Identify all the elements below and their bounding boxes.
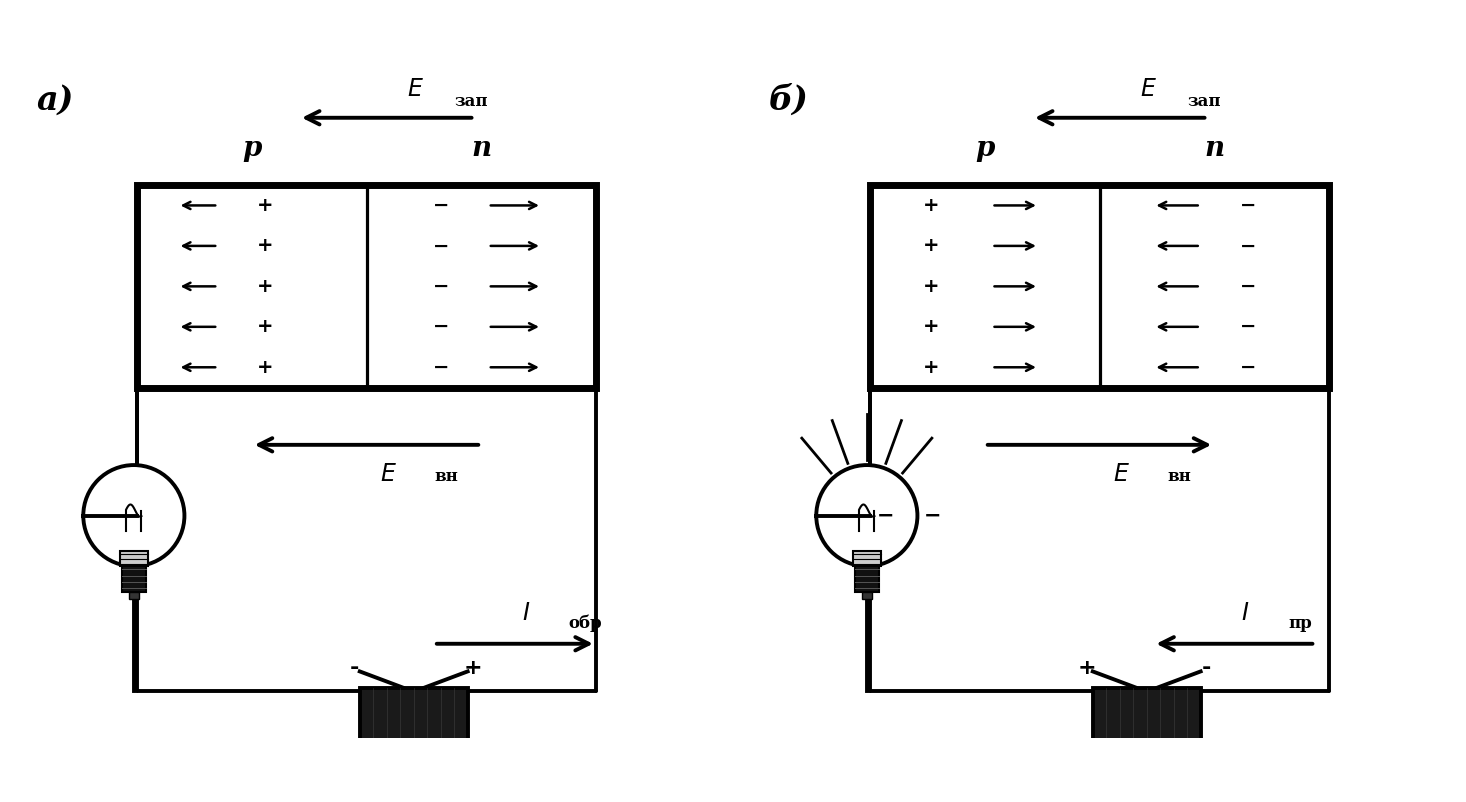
Text: $I$: $I$ (522, 601, 529, 625)
Text: n: n (471, 135, 491, 161)
Bar (862, 592, 872, 599)
Text: −: − (1240, 196, 1256, 215)
Text: вн: вн (434, 468, 457, 485)
Bar (871, 185, 1328, 387)
Bar (122, 566, 145, 592)
Text: +: + (257, 237, 274, 255)
Circle shape (84, 465, 185, 566)
Text: −: − (1240, 237, 1256, 255)
Text: вн: вн (1167, 468, 1190, 485)
Text: а): а) (37, 84, 73, 117)
Text: −: − (924, 505, 941, 525)
Bar (138, 185, 595, 387)
Text: −: − (432, 277, 449, 296)
Text: +: + (1078, 658, 1097, 678)
Text: p: p (975, 135, 994, 161)
Text: $E$: $E$ (1113, 462, 1130, 486)
Text: +: + (463, 658, 482, 678)
Text: +: + (922, 196, 940, 215)
Text: $E$: $E$ (408, 77, 424, 101)
Text: -: - (1201, 658, 1211, 678)
Text: −: − (432, 318, 449, 336)
Bar (359, 687, 468, 796)
Text: +: + (257, 358, 274, 377)
Bar (855, 566, 878, 592)
Text: -: - (350, 658, 359, 678)
Text: +: + (257, 318, 274, 336)
Bar (129, 592, 139, 599)
Text: +: + (257, 196, 274, 215)
Text: p: p (242, 135, 261, 161)
Text: б): б) (770, 84, 809, 117)
Bar (853, 551, 881, 566)
Text: зап: зап (1187, 93, 1221, 110)
Text: −: − (1240, 318, 1256, 336)
Text: +: + (922, 237, 940, 255)
Text: −: − (432, 196, 449, 215)
Text: −: − (432, 237, 449, 255)
Text: −: − (432, 358, 449, 377)
Circle shape (817, 465, 918, 566)
Text: n: n (1204, 135, 1224, 161)
Text: +: + (257, 277, 274, 296)
Bar (120, 551, 148, 566)
Text: $E$: $E$ (1141, 77, 1157, 101)
Bar (1092, 687, 1201, 796)
Text: $E$: $E$ (380, 462, 397, 486)
Text: обр: обр (569, 614, 603, 632)
Text: зап: зап (454, 93, 488, 110)
Text: $I$: $I$ (1242, 601, 1249, 625)
Text: −: − (1240, 358, 1256, 377)
Text: −: − (1240, 277, 1256, 296)
Text: −: − (877, 505, 894, 525)
Text: +: + (922, 358, 940, 377)
Text: +: + (922, 318, 940, 336)
Text: пр: пр (1289, 614, 1312, 632)
Text: +: + (922, 277, 940, 296)
